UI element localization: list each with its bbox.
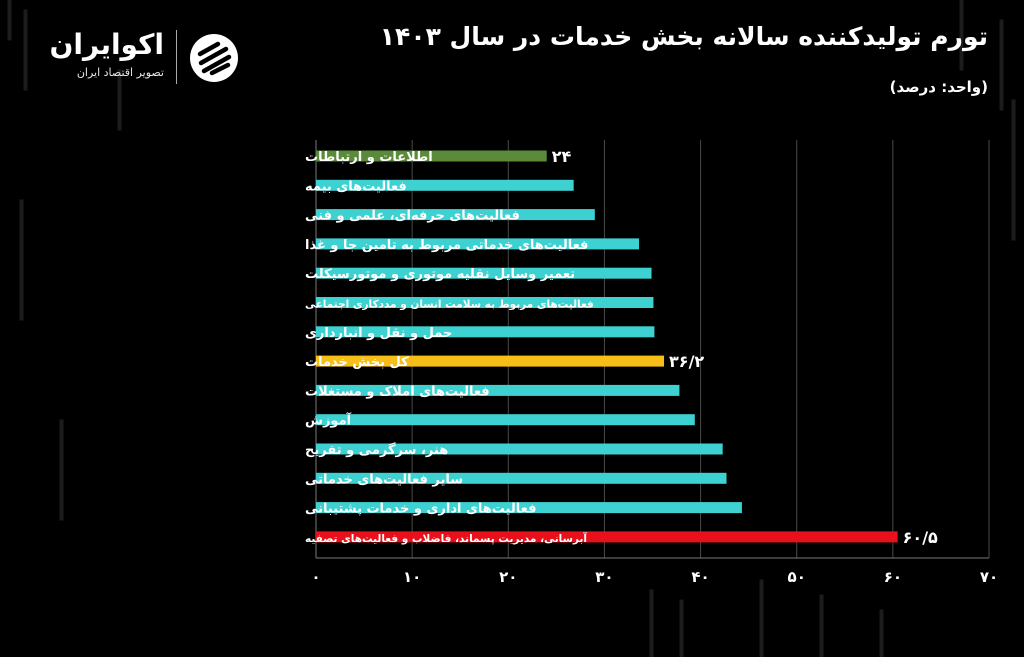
category-label: فعالیت‌های اداری و خدمات پشتیبانی	[305, 502, 536, 517]
x-tick-label: ۰	[311, 568, 320, 586]
x-tick-label: ۲۰	[499, 568, 517, 586]
category-label: فعالیت‌های خدماتی مربوط به تامین جا و غذ…	[305, 238, 588, 253]
bar	[316, 384, 680, 396]
brand-mark-icon	[190, 34, 238, 82]
bar	[316, 414, 695, 426]
x-tick-label: ۵۰	[788, 568, 806, 586]
category-label: حمل و نقل و انبارداری	[305, 326, 452, 341]
x-tick-label: ۴۰	[691, 568, 709, 586]
brand-logo: اکوایران تصویر اقتصاد ایران	[38, 28, 258, 88]
category-label: فعالیت‌های املاک و مستغلات	[305, 384, 490, 399]
bar	[316, 150, 547, 162]
bar	[316, 326, 655, 338]
bar	[316, 267, 652, 279]
data-label: ۲۴	[552, 147, 572, 166]
unit-label: (واحد: درصد)	[889, 78, 988, 96]
x-tick-label: ۳۰	[595, 568, 613, 586]
bar	[316, 238, 640, 250]
chart-title: تورم تولیدکننده سالانه بخش خدمات در سال …	[379, 22, 988, 51]
x-tick-label: ۶۰	[884, 568, 902, 586]
category-label: فعالیت‌های حرفه‌ای، علمی و فنی	[305, 209, 520, 224]
category-label: کل بخش خدمات	[305, 355, 409, 370]
bar	[316, 179, 574, 191]
category-label: اطلاعات و ارتباطات	[305, 150, 433, 165]
bar	[316, 472, 727, 484]
x-tick-label: ۱۰	[403, 568, 421, 586]
bar	[316, 502, 742, 514]
data-label: ۳۶/۲	[669, 352, 704, 371]
category-label: هنر، سرگرمی و تفریح	[305, 442, 448, 458]
category-label: فعالیت‌های مربوط به سلامت انسان و مددکار…	[305, 299, 594, 311]
x-tick-label: ۷۰	[980, 568, 998, 586]
brand-name: اکوایران	[49, 28, 164, 61]
data-label: ۶۰/۵	[903, 528, 938, 547]
bar	[316, 209, 595, 221]
brand-tagline: تصویر اقتصاد ایران	[76, 66, 164, 79]
category-label: آموزش	[305, 412, 352, 429]
bar	[316, 297, 654, 308]
category-label: فعالیت‌های بیمه	[305, 179, 407, 194]
bar	[316, 531, 898, 543]
bar	[316, 355, 665, 367]
logo-divider	[176, 30, 177, 84]
category-label: تعمیر وسایل نقلیه موتوری و موتورسیکلت	[305, 267, 575, 282]
category-label: سایر فعالیت‌های خدماتی	[305, 472, 463, 487]
category-label: آبرسانی، مدیریت پسماند، فاضلاب و فعالیت‌…	[305, 532, 587, 545]
bar	[316, 443, 723, 455]
